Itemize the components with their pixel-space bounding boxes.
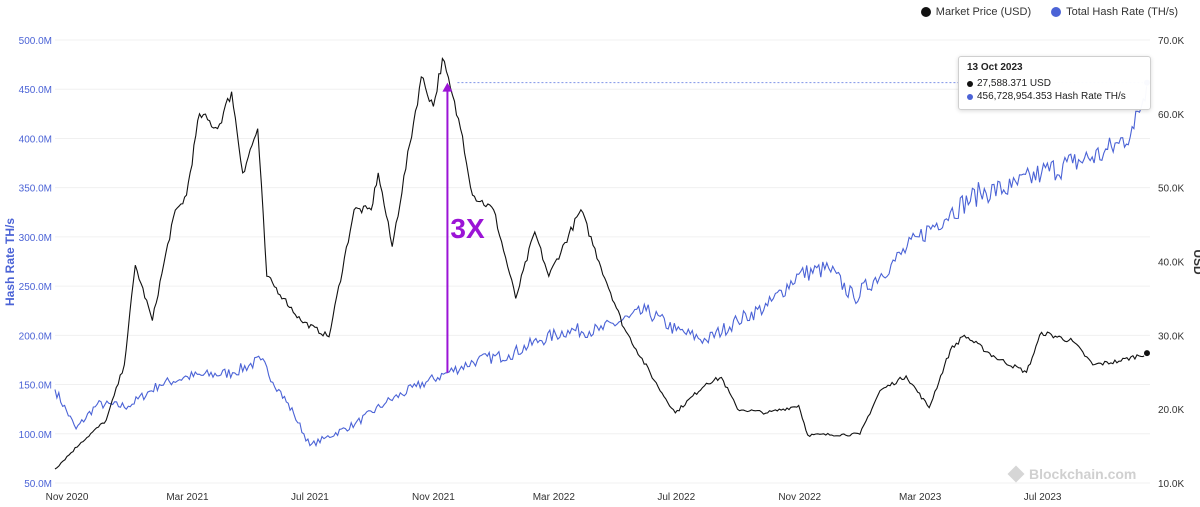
x-tick-label: Jul 2023: [1024, 492, 1062, 503]
x-tick-label: Jul 2022: [657, 492, 695, 503]
x-tick-label: Mar 2023: [899, 492, 942, 503]
y-right-tick-label: 20.0K: [1158, 405, 1184, 416]
hash-legend-dot: [1051, 7, 1062, 17]
market-price-line: [54, 56, 1148, 470]
y-axis-right-title: USD: [1191, 249, 1200, 275]
y-right-tick-label: 70.0K: [1158, 36, 1184, 47]
annotation-arrow-head: [442, 82, 453, 92]
x-tick-label: Nov 2022: [778, 492, 821, 503]
y-right-tick-label: 30.0K: [1158, 331, 1184, 342]
y-left-tick-label: 50.0M: [24, 479, 52, 490]
chart-legend: Market Price (USD) Total Hash Rate (TH/s…: [920, 6, 1178, 18]
y-left-tick-label: 200.0M: [19, 331, 52, 342]
y-left-tick-label: 350.0M: [19, 184, 52, 195]
legend-item-price[interactable]: Market Price (USD): [920, 6, 1032, 18]
y-right-tick-label: 50.0K: [1158, 184, 1184, 195]
y-left-tick-label: 400.0M: [19, 134, 52, 145]
chart-tooltip: 13 Oct 2023 27,588.371 USD 456,728,954.3…: [958, 56, 1151, 110]
x-tick-label: Nov 2020: [46, 492, 89, 503]
price-hover-marker: [1142, 349, 1151, 358]
x-tick-label: Nov 2021: [412, 492, 455, 503]
hash-rate-line: [54, 82, 1148, 448]
tooltip-row-price: 27,588.371 USD: [967, 77, 1142, 90]
x-tick-label: Mar 2021: [166, 492, 209, 503]
x-tick-label: Jul 2021: [291, 492, 329, 503]
tooltip-price-dot: [967, 80, 973, 87]
y-left-tick-label: 250.0M: [19, 282, 52, 293]
y-right-tick-label: 60.0K: [1158, 110, 1184, 121]
x-tick-label: Mar 2022: [533, 492, 576, 503]
tooltip-price-value: 27,588.371 USD: [977, 78, 1051, 89]
tooltip-row-hash: 456,728,954.353 Hash Rate TH/s: [967, 90, 1142, 103]
y-left-tick-label: 500.0M: [19, 36, 52, 47]
legend-item-hash[interactable]: Total Hash Rate (TH/s): [1051, 6, 1178, 18]
watermark: Blockchain.com: [1007, 465, 1137, 483]
tooltip-date: 13 Oct 2023: [967, 62, 1023, 73]
blockchain-logo-icon: [1007, 465, 1025, 483]
y-left-tick-label: 450.0M: [19, 85, 52, 96]
y-right-tick-label: 10.0K: [1158, 479, 1184, 490]
watermark-text: Blockchain.com: [1029, 466, 1137, 482]
y-left-tick-label: 100.0M: [19, 430, 52, 441]
y-left-tick-label: 300.0M: [19, 233, 52, 244]
tooltip-hash-value: 456,728,954.353 Hash Rate TH/s: [977, 91, 1126, 102]
legend-label-price: Market Price (USD): [935, 6, 1032, 18]
annotation-label: 3X: [450, 213, 485, 244]
legend-label-hash: Total Hash Rate (TH/s): [1066, 6, 1178, 18]
tooltip-hash-dot: [967, 93, 973, 100]
y-axis-left-title: Hash Rate TH/s: [3, 217, 17, 307]
y-right-tick-label: 40.0K: [1158, 258, 1184, 269]
price-legend-dot: [920, 7, 931, 17]
y-left-tick-label: 150.0M: [19, 381, 52, 392]
